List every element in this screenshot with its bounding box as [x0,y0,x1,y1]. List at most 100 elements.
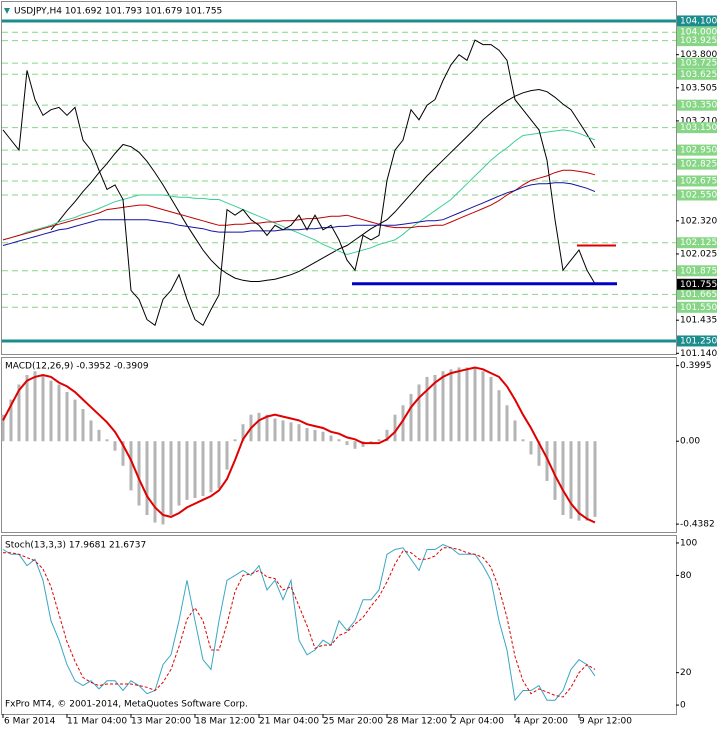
level-box [677,158,717,170]
macd-bar [489,376,493,442]
x-tick-label: 11 Mar 04:00 [67,717,127,727]
x-tick-label: 21 Mar 04:00 [259,717,319,727]
level-label: 102.125 [680,238,717,248]
y-tick-label: 103.800 [680,50,717,60]
macd-panel [1,357,677,533]
macd-bar [297,424,301,442]
macd-bar [217,441,221,489]
signal-line [2,366,596,524]
y-tick-label: 101.140 [680,349,717,359]
level-label: 104.000 [680,28,717,38]
macd-bar [65,392,69,442]
macd-bar [273,418,277,442]
level-label: 103.725 [680,59,717,69]
level-box [677,122,717,134]
macd-bar [553,441,557,500]
level-label: 103.625 [680,70,717,80]
macd-bar [113,441,117,451]
macd-bar [145,441,149,515]
macd-bar [121,441,125,466]
level-box [677,35,717,47]
macd-bar [129,441,133,491]
macd-bar [193,441,197,498]
price-panel [1,1,677,355]
level-box [677,288,717,300]
level-label: 101.875 [680,266,717,276]
macd-bar [425,376,429,442]
macd-bar [513,420,517,442]
y-tick-label: -0.4382 [680,520,715,530]
stoch-main [2,544,596,702]
level-box [677,301,717,313]
macd-bar [225,441,229,470]
macd-bar [289,422,293,442]
macd-bar [401,405,405,442]
macd-bar [497,390,501,442]
level-box [677,99,717,111]
macd-bar [353,441,357,449]
key-level-box [677,335,717,347]
level-box [677,57,717,69]
macd-bar [345,441,349,445]
macd-bar [529,441,533,455]
y-tick-label: 102.320 [680,216,717,226]
macd-bar [185,441,189,500]
macd-bar [209,441,213,493]
macd-bar [593,441,597,517]
moving-average [2,169,596,241]
macd-bar [409,393,413,442]
level-label: 102.550 [680,191,717,201]
y-tick-label: 0.00 [680,437,700,447]
macd-bar [201,441,205,497]
macd-bar [561,441,565,515]
macd-bar [241,424,245,442]
macd-bar [33,371,37,442]
macd-bar [1,414,5,442]
stoch-signal [3,547,596,698]
macd-bar [577,441,581,521]
macd-bar [281,420,285,442]
macd-bar [521,439,525,442]
y-tick-label: 100 [680,538,697,548]
price-line [2,39,596,327]
level-label: 103.150 [680,123,717,133]
title-icon [4,8,10,14]
macd-bar [385,429,389,442]
key-level-label: 101.250 [680,336,717,346]
x-tick-label: 2 Apr 04:00 [451,717,504,727]
y-tick-label: 20 [680,668,692,678]
macd-bar [537,441,541,466]
y-tick-label: 0 [680,701,686,711]
macd-bar [505,405,509,442]
macd-bar [433,375,437,442]
y-tick-label: 102.025 [680,249,717,259]
macd-bar [57,384,61,442]
current-price-box [677,278,717,290]
level-box [677,175,717,187]
macd-bar [449,369,453,442]
macd-bar [305,427,309,442]
macd-bar [105,439,109,442]
macd-bar [177,441,181,506]
macd-bar [393,414,397,442]
macd-bar [545,441,549,481]
macd-bar [169,441,173,515]
level-label: 101.665 [680,290,717,300]
level-label: 103.925 [680,36,717,46]
macd-bar [321,431,325,442]
level-box [677,26,717,38]
macd-bar [161,441,165,525]
level-box [677,144,717,156]
moving-average [50,88,596,282]
macd-bar [473,367,477,442]
y-tick-label: 80 [680,571,692,581]
key-level-label: 104.100 [680,16,717,26]
macd-bar [329,435,333,442]
macd-bar [377,439,381,442]
macd-bar [465,367,469,442]
macd-bar [73,399,77,442]
x-tick-label: 28 Mar 12:00 [387,717,447,727]
macd-bar [233,439,237,442]
macd-bar [17,384,21,442]
